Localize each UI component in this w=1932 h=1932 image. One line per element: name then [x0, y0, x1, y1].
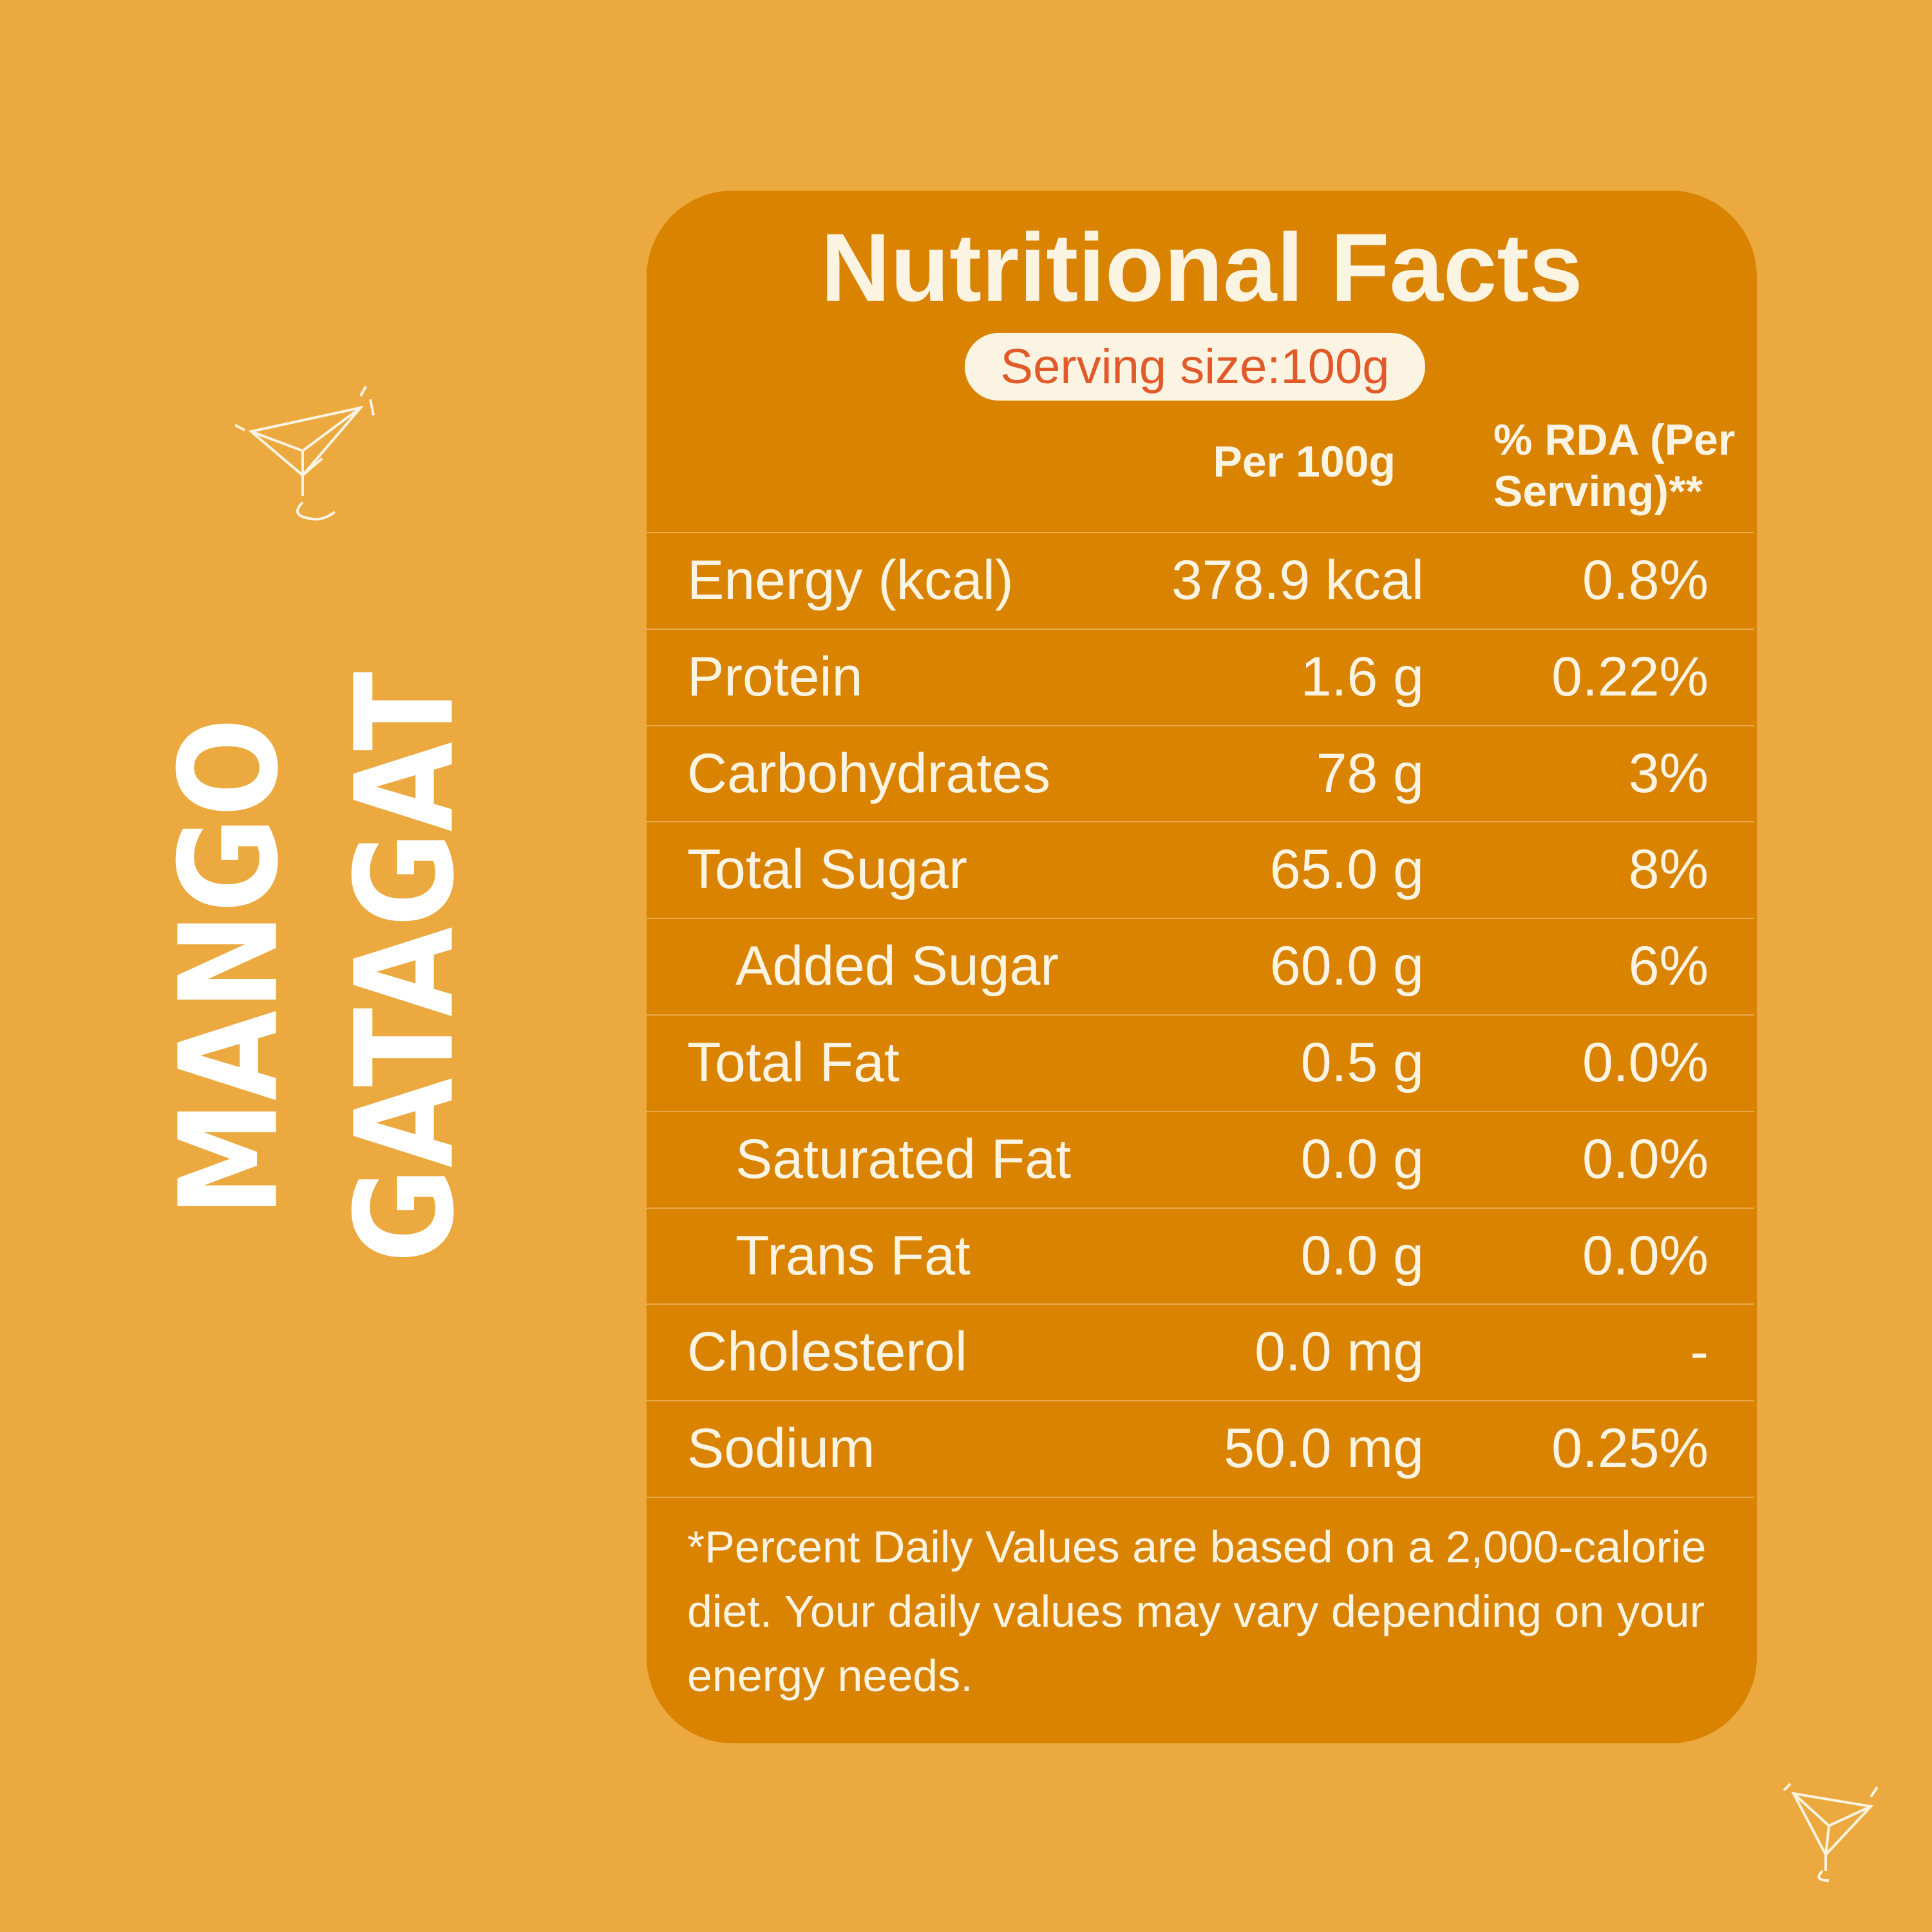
- row-divider: [647, 1207, 1754, 1209]
- nutrient-name: Added Sugar: [735, 935, 1059, 998]
- rda-value: 0.0%: [1582, 1032, 1709, 1094]
- rda-value: -: [1690, 1321, 1709, 1383]
- nutrient-name: Trans Fat: [735, 1224, 971, 1287]
- per-100g-value: 78 g: [1316, 742, 1424, 804]
- nutrient-name: Total Sugar: [687, 838, 968, 901]
- nutrient-name: Carbohydrates: [687, 742, 1051, 804]
- rda-value: 0.0%: [1582, 1224, 1709, 1287]
- rda-value: 0.8%: [1582, 549, 1709, 611]
- row-divider: [647, 532, 1754, 533]
- per-100g-value: 60.0 g: [1269, 935, 1424, 998]
- per-100g-value: 0.0 mg: [1255, 1321, 1424, 1383]
- rda-value: 0.0%: [1582, 1128, 1709, 1190]
- nutrition-panel: [647, 191, 1757, 1743]
- rda-value: 0.25%: [1551, 1417, 1709, 1480]
- row-divider: [647, 1400, 1754, 1402]
- nutrient-name: Cholesterol: [687, 1321, 967, 1383]
- paper-plane: [1783, 1783, 1879, 1882]
- row-divider: [647, 1303, 1754, 1305]
- per-100g-value: 65.0 g: [1269, 838, 1424, 901]
- brand-line: GATAGAT: [327, 672, 484, 1263]
- row-divider: [647, 628, 1754, 630]
- nutrient-name: Energy (kcal): [687, 549, 1014, 611]
- panel-title: Nutritional Facts: [820, 213, 1583, 321]
- nutrient-name: Sodium: [687, 1417, 875, 1480]
- rda-value: 3%: [1628, 742, 1709, 804]
- per-100g-value: 0.5 g: [1300, 1032, 1424, 1094]
- serving-size: Serving size:100g: [965, 333, 1425, 401]
- nutrient-name: Saturated Fat: [735, 1128, 1072, 1190]
- paper-plane: [234, 386, 375, 521]
- footnote: *Percent Daily Values are based on a 2,0…: [687, 1522, 1707, 1701]
- per-100g-value: 0.0 g: [1300, 1224, 1424, 1287]
- brand-line: MANGO: [151, 718, 308, 1217]
- column-header: % RDA (Per Serving)**: [1493, 415, 1736, 516]
- rda-value: 0.22%: [1551, 645, 1709, 708]
- row-divider: [647, 1110, 1754, 1112]
- row-divider: [647, 724, 1754, 726]
- column-header: Per 100g: [1213, 437, 1396, 486]
- rda-value: 6%: [1628, 935, 1709, 998]
- per-100g-value: 1.6 g: [1300, 645, 1424, 708]
- row-divider: [647, 1497, 1754, 1498]
- row-divider: [647, 821, 1754, 823]
- nutrient-name: Total Fat: [687, 1032, 900, 1094]
- per-100g-value: 378.9 kcal: [1171, 549, 1424, 611]
- rda-value: 8%: [1628, 838, 1709, 901]
- per-100g-value: 50.0 mg: [1224, 1417, 1424, 1480]
- row-divider: [647, 1014, 1754, 1016]
- nutrient-name: Protein: [687, 645, 863, 708]
- per-100g-value: 0.0 g: [1300, 1128, 1424, 1190]
- row-divider: [647, 918, 1754, 920]
